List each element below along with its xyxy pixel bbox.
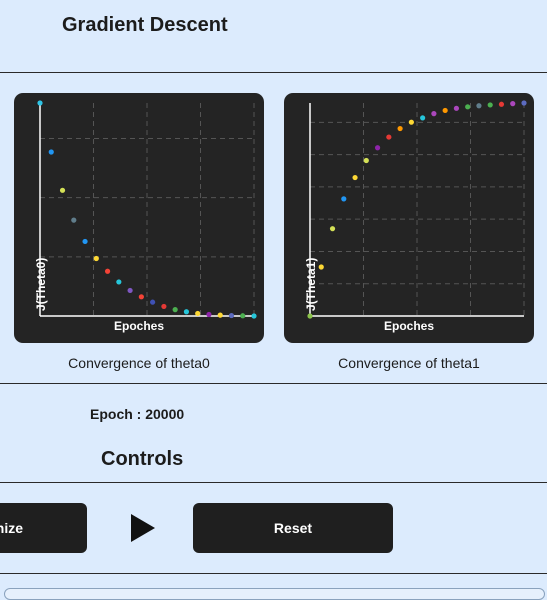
reset-button[interactable]: Reset [193,503,393,553]
data-point [206,311,212,318]
data-point [172,307,178,313]
data-point [195,310,201,317]
data-point [420,115,426,121]
chart-theta1 [307,100,527,319]
data-point [521,100,527,106]
chart-caption-theta0: Convergence of theta0 [68,355,210,371]
data-point [71,217,77,223]
chart-card-theta1: J(Theta1) Epoches [284,93,534,343]
chart-xlabel: Epoches [383,319,434,333]
data-point [431,111,437,117]
chart-ylabel: J(Theta1) [304,257,318,311]
data-point [318,264,324,270]
data-point [408,119,414,125]
data-point [93,255,99,262]
data-point [37,100,43,106]
epoch-counter: Epoch : 20000 [90,406,185,422]
data-point [465,104,471,110]
chart-caption-theta1: Convergence of theta1 [338,355,480,371]
data-point [127,287,133,294]
divider [0,573,547,574]
data-point [498,101,505,107]
chart-card-theta0: J(Theta0) Epoches [14,93,264,343]
divider [0,482,547,483]
play-icon[interactable] [131,514,155,542]
data-point [442,107,448,114]
data-point [228,312,235,319]
data-point [329,226,336,232]
controls-heading: Controls [101,448,184,470]
data-point [104,268,111,274]
data-point [48,149,54,155]
optimize-button[interactable]: nize [0,503,87,553]
data-point [116,279,122,285]
reset-button-label: Reset [273,520,313,536]
bottom-panel [4,588,545,600]
page-title: Gradient Descent [62,14,228,36]
divider [0,72,547,73]
data-point [82,238,88,245]
data-point [307,313,313,319]
data-point [487,102,493,108]
data-point [476,103,482,109]
data-point [240,313,246,319]
data-point [251,313,257,319]
divider [0,383,547,384]
data-point [397,125,403,132]
data-point [161,303,167,310]
chart-theta0 [37,100,257,319]
data-point [453,105,460,111]
data-point [150,299,156,305]
chart-ylabel: J(Theta0) [34,257,48,311]
data-point [59,187,66,193]
optimize-button-label: nize [0,520,23,536]
data-point [341,196,347,202]
data-point [386,134,392,140]
data-point [138,294,144,300]
data-point [183,309,190,315]
data-point [374,145,381,151]
data-point [510,101,516,107]
chart-xlabel: Epoches [113,319,164,333]
data-point [363,157,369,164]
data-point [217,312,223,318]
data-point [352,174,358,181]
